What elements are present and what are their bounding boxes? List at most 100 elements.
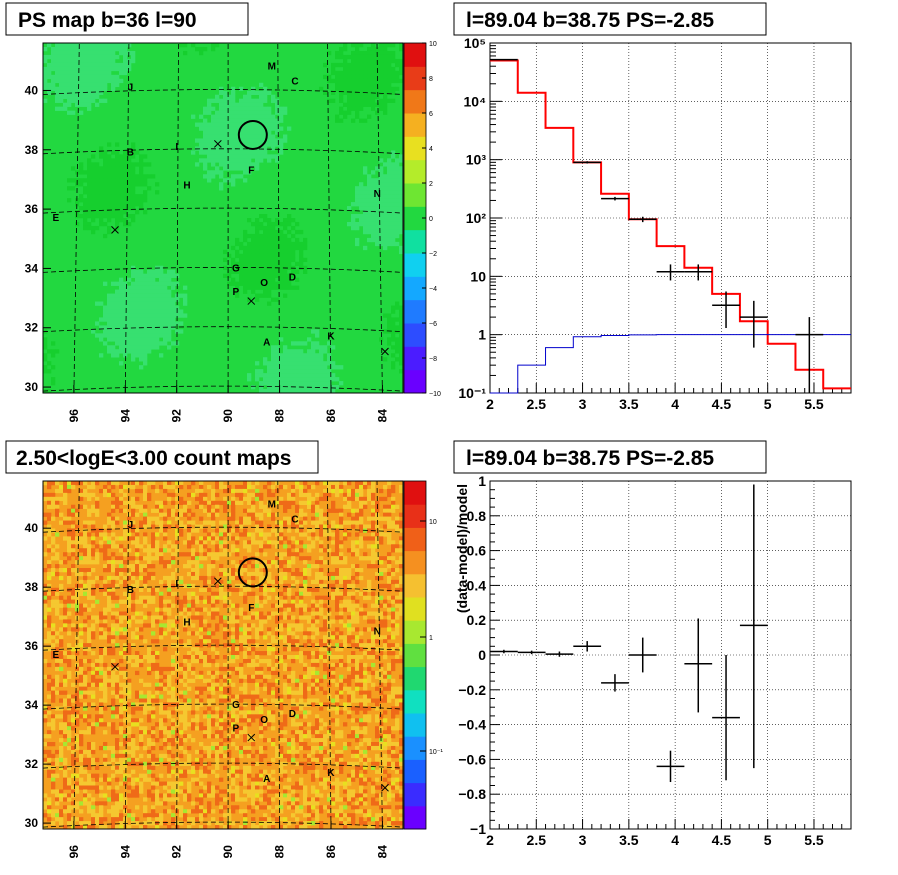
map-pixel [107,43,112,48]
map-pixel [255,635,260,640]
map-pixel [115,516,120,521]
map-pixel [159,273,164,278]
map-pixel [207,106,212,111]
map-pixel [387,325,392,330]
map-pixel [155,544,160,549]
map-pixel [55,508,60,513]
map-pixel [163,682,168,687]
map-pixel [107,214,112,219]
map-pixel [83,225,88,231]
map-pixel [299,674,304,680]
map-pixel [139,154,144,159]
map-pixel [99,82,104,88]
map-pixel [379,651,384,656]
map-pixel [91,94,96,99]
map-pixel [383,78,388,84]
map-pixel [291,365,296,370]
map-pixel [43,658,48,664]
map-pixel [191,568,196,573]
map-pixel [191,678,196,683]
map-pixel [375,194,380,199]
map-pixel [247,544,252,549]
map-pixel [99,532,104,537]
map-pixel [399,46,404,52]
map-pixel [187,552,192,557]
map-pixel [283,484,288,490]
map-pixel [247,158,252,163]
map-pixel [131,329,136,334]
map-pixel [315,524,320,529]
map-pixel [399,43,404,48]
map-pixel [143,182,148,187]
map-pixel [355,508,360,513]
map-pixel [103,198,108,203]
map-pixel [111,524,116,529]
map-pixel [251,658,256,664]
map-pixel [263,241,268,247]
map-pixel [399,313,404,318]
map-pixel [295,237,300,243]
map-pixel [283,520,288,525]
map-pixel [87,43,92,48]
map-pixel [251,285,256,290]
map-pixel [259,158,264,163]
map-pixel [59,643,64,648]
map-pixel [391,225,396,231]
map-pixel [307,496,312,502]
map-pixel [115,571,120,577]
map-pixel [143,321,148,326]
map-pixel [131,643,136,648]
map-pixel [119,508,124,513]
map-pixel [131,305,136,310]
map-pixel [103,611,108,616]
map-pixel [123,345,128,350]
map-pixel [123,202,128,207]
map-pixel [275,575,280,581]
map-pixel [219,126,224,131]
map-pixel [167,512,172,517]
map-pixel [311,353,316,358]
map-pixel [111,190,116,195]
map-pixel [387,82,392,88]
map-pixel [251,154,256,159]
map-pixel [295,277,300,282]
map-pixel [99,46,104,52]
map-pixel [355,611,360,616]
map-pixel [243,289,248,294]
map-pixel [387,198,392,203]
map-pixel [55,564,60,569]
map-pixel [211,556,216,561]
map-pixel [147,496,152,502]
map-pixel [367,643,372,648]
map-pixel [371,206,376,211]
map-pixel [267,575,272,581]
map-pixel [247,481,252,486]
map-pixel [291,373,296,378]
map-pixel [235,102,240,107]
map-pixel [323,361,328,366]
map-pixel [203,662,208,668]
map-pixel [95,682,100,687]
map-pixel [199,619,204,624]
map-pixel [395,70,400,76]
map-pixel [87,214,92,219]
map-pixel [55,611,60,616]
map-pixel [223,615,228,620]
map-pixel [143,297,148,302]
map-pixel [87,496,92,502]
map-pixel [139,587,144,593]
map-pixel [215,146,220,151]
map-pixel [243,154,248,159]
map-pixel [99,58,104,64]
map-pixel [267,666,272,672]
map-pixel [243,528,248,533]
map-pixel [231,627,236,632]
map-pixel [115,166,120,171]
map-pixel [83,492,88,498]
map-pixel [59,58,64,64]
map-pixel [395,658,400,664]
map-pixel [391,345,396,350]
map-pixel [127,651,132,656]
map-pixel [103,651,108,656]
colorbar-swatch [404,113,426,137]
